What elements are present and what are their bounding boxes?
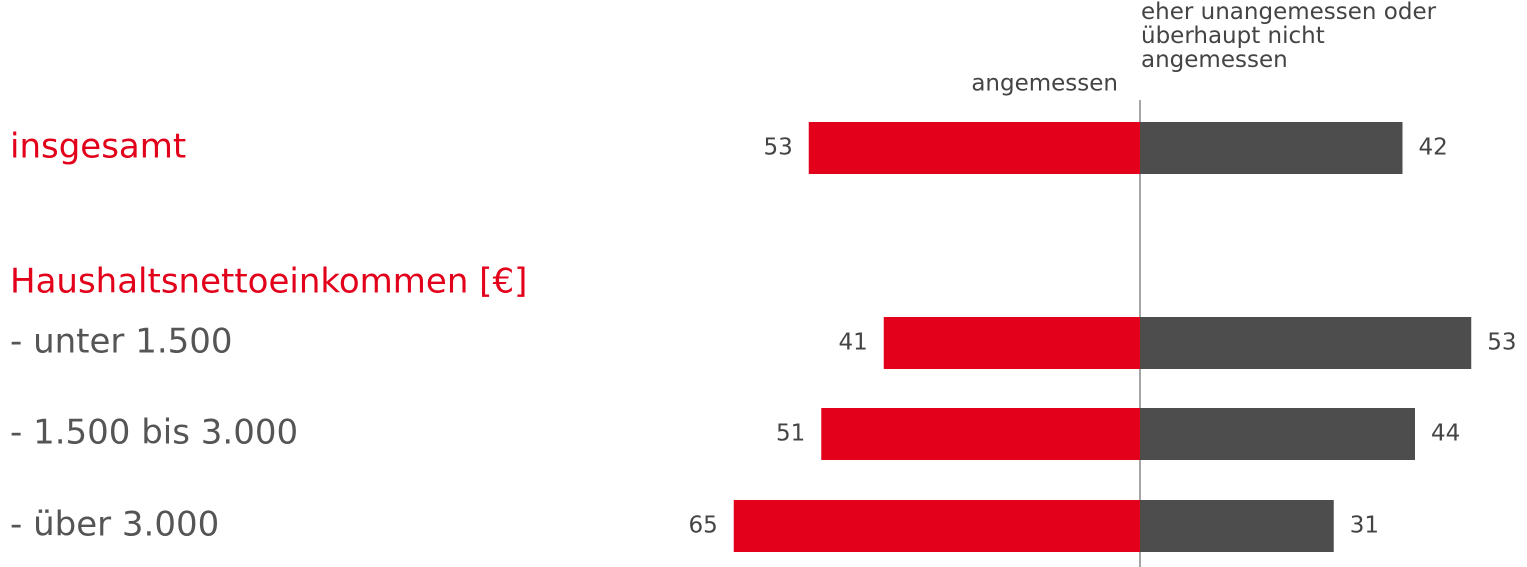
bar	[1140, 500, 1334, 552]
bar	[1140, 317, 1472, 369]
value-label: 42	[1419, 135, 1448, 161]
category-label: - 1.500 bis 3.000	[10, 413, 298, 453]
category-label: insgesamt	[10, 127, 186, 167]
bar	[1140, 408, 1415, 460]
bar	[733, 500, 1140, 552]
value-label: 41	[838, 330, 867, 356]
value-label: 53	[763, 135, 792, 161]
category-label: - über 3.000	[10, 505, 219, 545]
bar	[808, 122, 1140, 174]
bar	[883, 317, 1140, 369]
legend-right: eher unangemessen oder überhaupt nicht a…	[1141, 0, 1437, 73]
value-label: 65	[688, 513, 717, 539]
legend-left: angemessen	[971, 71, 1118, 97]
category-label: - unter 1.500	[10, 322, 233, 362]
value-label: 31	[1350, 513, 1379, 539]
value-label: 51	[776, 421, 805, 447]
bar	[821, 408, 1140, 460]
value-label: 53	[1487, 330, 1516, 356]
value-label: 44	[1431, 421, 1460, 447]
legend-right-box: eher unangemessen oder überhaupt nicht a…	[1141, 0, 1437, 73]
bar	[1140, 122, 1403, 174]
group-label: Haushaltsnettoeinkommen [€]	[10, 262, 527, 302]
